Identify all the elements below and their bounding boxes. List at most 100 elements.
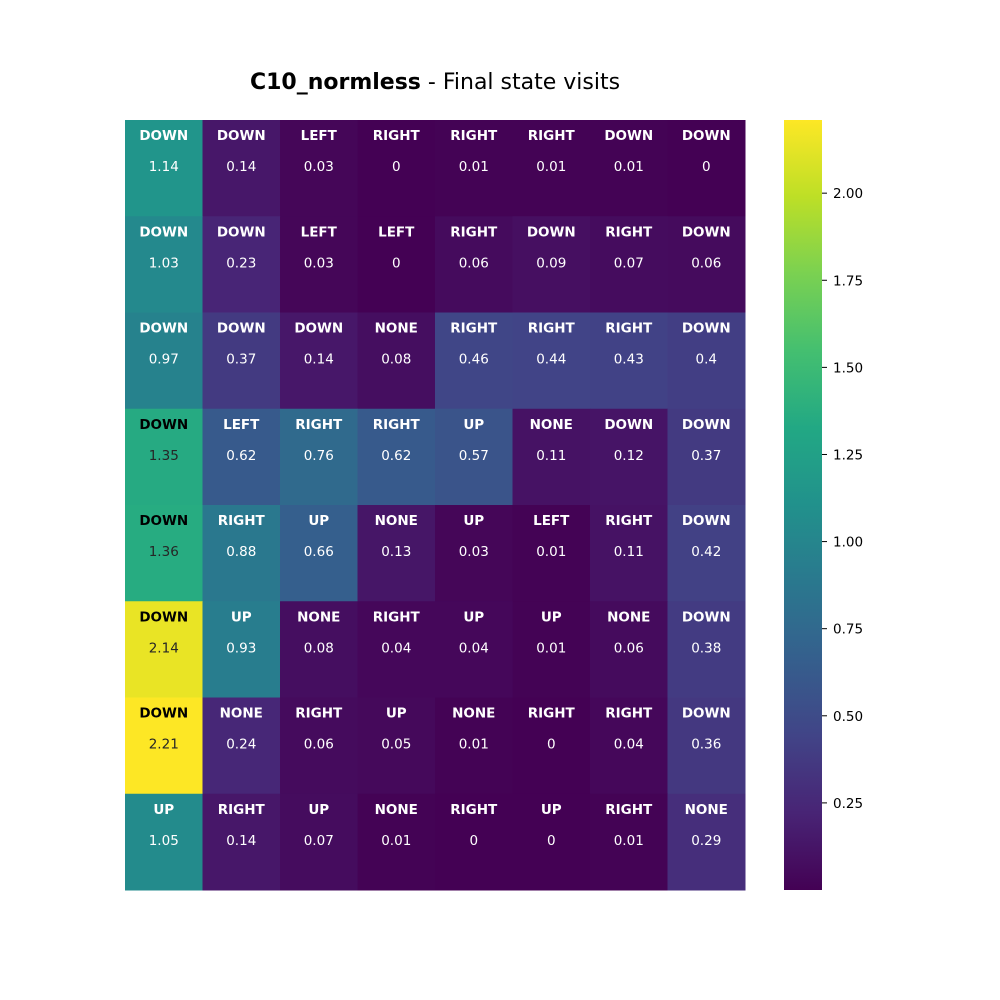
cell-value-label: 0.07 xyxy=(304,833,334,849)
cell-action-label: UP xyxy=(463,609,484,625)
cell-action-label: UP xyxy=(541,802,562,818)
heatmap-cell xyxy=(590,793,668,891)
cell-value-label: 0.01 xyxy=(536,640,566,656)
cell-value-label: 0.03 xyxy=(304,159,334,175)
heatmap-cell xyxy=(435,120,513,217)
heatmap-cell xyxy=(202,216,281,313)
cell-value-label: 0.42 xyxy=(691,544,721,560)
cell-action-label: UP xyxy=(308,513,329,529)
heatmap-cell xyxy=(125,408,203,506)
heatmap-cell xyxy=(125,216,203,313)
colorbar-tick-label: 1.75 xyxy=(833,273,863,289)
cell-action-label: DOWN xyxy=(682,417,731,433)
heatmap-cell xyxy=(435,697,513,795)
heatmap-cell xyxy=(280,312,358,410)
cell-action-label: DOWN xyxy=(139,513,188,529)
cell-action-label: RIGHT xyxy=(450,802,498,818)
cell-value-label: 0.44 xyxy=(536,352,566,368)
cell-value-label: 0 xyxy=(702,159,711,175)
cell-action-label: DOWN xyxy=(139,706,188,722)
heatmap-cell xyxy=(202,408,281,506)
cell-value-label: 0.29 xyxy=(691,833,721,849)
cell-action-label: UP xyxy=(231,609,252,625)
cell-value-label: 0.01 xyxy=(536,159,566,175)
heatmap-cell xyxy=(357,120,436,217)
cell-action-label: DOWN xyxy=(217,224,266,240)
colorbar-tick-label: 1.50 xyxy=(833,360,863,376)
heatmap-cell xyxy=(667,793,746,891)
cell-value-label: 0.14 xyxy=(304,352,334,368)
cell-value-label: 0.57 xyxy=(459,448,489,464)
heatmap-cell xyxy=(512,505,591,602)
cell-action-label: UP xyxy=(386,706,407,722)
cell-action-label: RIGHT xyxy=(450,224,498,240)
cell-value-label: 0.36 xyxy=(691,737,721,753)
cell-action-label: RIGHT xyxy=(528,706,576,722)
cell-value-label: 1.36 xyxy=(149,544,179,560)
cell-value-label: 0.05 xyxy=(381,737,411,753)
cell-value-label: 0.09 xyxy=(536,255,566,271)
cell-action-label: RIGHT xyxy=(218,802,266,818)
cell-value-label: 1.35 xyxy=(149,448,179,464)
colorbar-tick-label: 1.25 xyxy=(833,447,863,463)
heatmap-cell xyxy=(280,601,358,698)
cell-action-label: RIGHT xyxy=(605,321,653,337)
colorbar: 0.25 0.50 0.75 1.00 1.25 1.50 1.75 2.00 xyxy=(784,120,863,890)
heatmap-cell xyxy=(357,601,436,698)
heatmap-cell xyxy=(125,120,203,217)
heatmap-cell xyxy=(667,697,746,795)
heatmap-cell xyxy=(125,505,203,602)
cell-action-label: NONE xyxy=(375,513,418,529)
colorbar-tick-label: 0.75 xyxy=(833,622,863,638)
heatmap-cell xyxy=(590,120,668,217)
heatmap-cell xyxy=(435,408,513,506)
cell-action-label: DOWN xyxy=(682,224,731,240)
cell-value-label: 0 xyxy=(392,255,401,271)
cell-value-label: 0.08 xyxy=(381,352,411,368)
cell-value-label: 0.01 xyxy=(459,159,489,175)
cell-value-label: 0 xyxy=(469,833,478,849)
heatmap-cell xyxy=(280,697,358,795)
heatmap-cell xyxy=(590,312,668,410)
cell-value-label: 0.11 xyxy=(614,544,644,560)
cell-action-label: RIGHT xyxy=(373,609,421,625)
heatmap-cell xyxy=(202,793,281,891)
heatmap-cell xyxy=(667,408,746,506)
cell-value-label: 0.04 xyxy=(459,640,489,656)
cell-action-label: RIGHT xyxy=(605,224,653,240)
cell-value-label: 0.62 xyxy=(381,448,411,464)
heatmap-cell xyxy=(590,408,668,506)
cell-action-label: NONE xyxy=(297,609,340,625)
colorbar-tick-label: 2.00 xyxy=(833,186,863,202)
cell-action-label: UP xyxy=(153,802,174,818)
heatmap-cell xyxy=(667,216,746,313)
colorbar-gradient xyxy=(784,120,822,890)
cell-value-label: 0.01 xyxy=(536,544,566,560)
cell-action-label: DOWN xyxy=(139,321,188,337)
cell-action-label: DOWN xyxy=(294,321,343,337)
cell-value-label: 0.4 xyxy=(696,352,717,368)
cell-action-label: RIGHT xyxy=(528,321,576,337)
heatmap-cell xyxy=(435,505,513,602)
cell-action-label: UP xyxy=(463,417,484,433)
cell-value-label: 0.93 xyxy=(226,640,256,656)
cell-action-label: RIGHT xyxy=(450,321,498,337)
heatmap-cell xyxy=(512,601,591,698)
cell-value-label: 1.05 xyxy=(149,833,179,849)
cell-action-label: LEFT xyxy=(301,224,338,240)
heatmap-cell xyxy=(357,505,436,602)
cell-action-label: NONE xyxy=(375,802,418,818)
heatmap-cell xyxy=(202,120,281,217)
cell-value-label: 0.06 xyxy=(614,640,644,656)
heatmap-cell xyxy=(667,312,746,410)
heatmap-cell xyxy=(590,697,668,795)
cell-action-label: DOWN xyxy=(682,321,731,337)
cell-value-label: 0.38 xyxy=(691,640,721,656)
cell-action-label: LEFT xyxy=(301,128,338,144)
cell-value-label: 0.37 xyxy=(226,352,256,368)
cell-action-label: RIGHT xyxy=(373,128,421,144)
cell-action-label: NONE xyxy=(607,609,650,625)
cell-action-label: NONE xyxy=(375,321,418,337)
cell-value-label: 0.66 xyxy=(304,544,334,560)
heatmap-cell xyxy=(125,793,203,891)
